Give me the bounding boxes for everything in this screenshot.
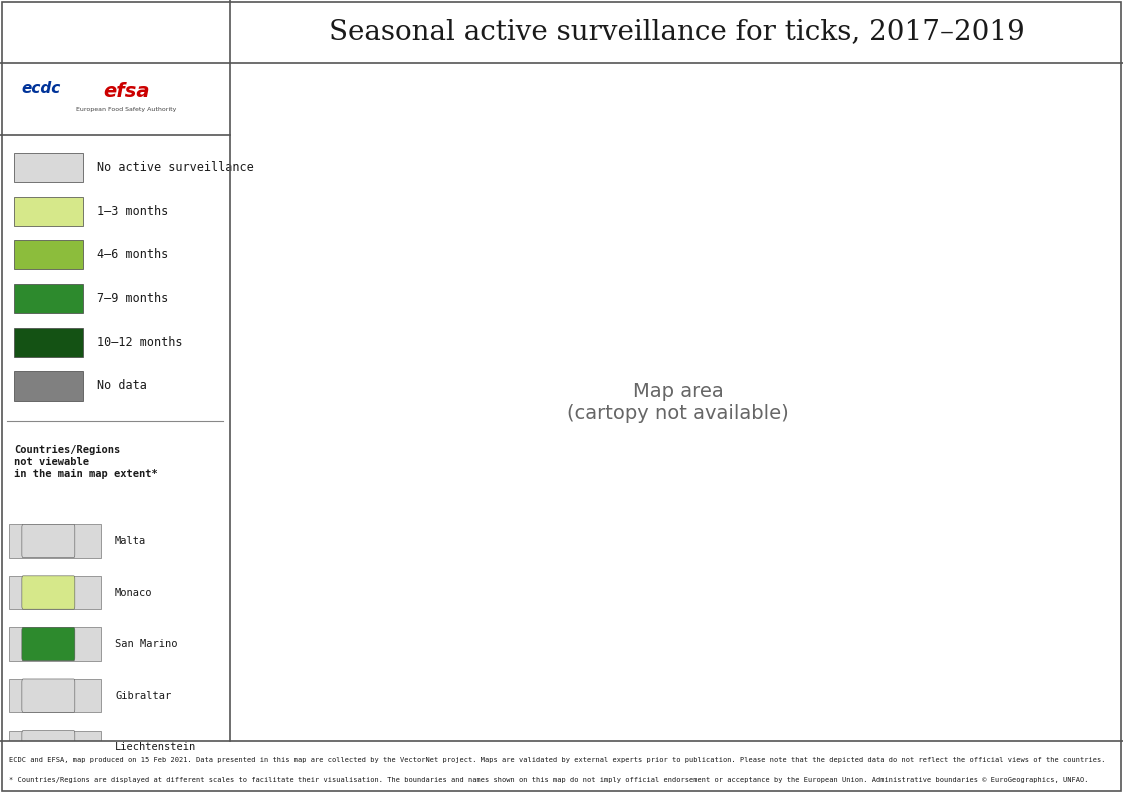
Text: Monaco: Monaco <box>115 588 153 597</box>
FancyBboxPatch shape <box>13 197 83 226</box>
Text: 7–9 months: 7–9 months <box>97 292 168 305</box>
FancyBboxPatch shape <box>13 371 83 400</box>
Text: * Countries/Regions are displayed at different scales to facilitate their visual: * Countries/Regions are displayed at dif… <box>9 776 1088 783</box>
FancyBboxPatch shape <box>9 524 101 557</box>
FancyBboxPatch shape <box>21 524 75 557</box>
Text: ECDC and EFSA, map produced on 15 Feb 2021. Data presented in this map are colle: ECDC and EFSA, map produced on 15 Feb 20… <box>9 757 1105 763</box>
FancyBboxPatch shape <box>21 627 75 661</box>
Text: San Marino: San Marino <box>115 639 177 649</box>
Text: Map area
(cartopy not available): Map area (cartopy not available) <box>567 382 789 423</box>
Text: Liechtenstein: Liechtenstein <box>115 742 197 753</box>
Text: Countries/Regions
not viewable
in the main map extent*: Countries/Regions not viewable in the ma… <box>13 446 157 479</box>
FancyBboxPatch shape <box>21 782 75 793</box>
FancyBboxPatch shape <box>13 284 83 313</box>
FancyBboxPatch shape <box>9 679 101 712</box>
Text: No data: No data <box>97 380 147 393</box>
Text: ecdc: ecdc <box>21 81 61 96</box>
FancyBboxPatch shape <box>21 576 75 609</box>
FancyBboxPatch shape <box>13 328 83 357</box>
FancyBboxPatch shape <box>9 730 101 764</box>
Text: efsa: efsa <box>103 82 149 102</box>
Text: Malta: Malta <box>115 536 146 546</box>
FancyBboxPatch shape <box>13 153 83 182</box>
Text: 4–6 months: 4–6 months <box>97 248 168 262</box>
FancyBboxPatch shape <box>9 576 101 609</box>
Text: No active surveillance: No active surveillance <box>97 161 254 174</box>
Text: 10–12 months: 10–12 months <box>97 335 182 349</box>
FancyBboxPatch shape <box>13 240 83 270</box>
FancyBboxPatch shape <box>21 730 75 764</box>
FancyBboxPatch shape <box>9 627 101 661</box>
Text: 1–3 months: 1–3 months <box>97 205 168 218</box>
Text: European Food Safety Authority: European Food Safety Authority <box>76 107 176 113</box>
Text: Gibraltar: Gibraltar <box>115 691 172 701</box>
FancyBboxPatch shape <box>9 782 101 793</box>
FancyBboxPatch shape <box>21 679 75 712</box>
Text: Seasonal active surveillance for ticks, 2017–2019: Seasonal active surveillance for ticks, … <box>329 18 1024 45</box>
